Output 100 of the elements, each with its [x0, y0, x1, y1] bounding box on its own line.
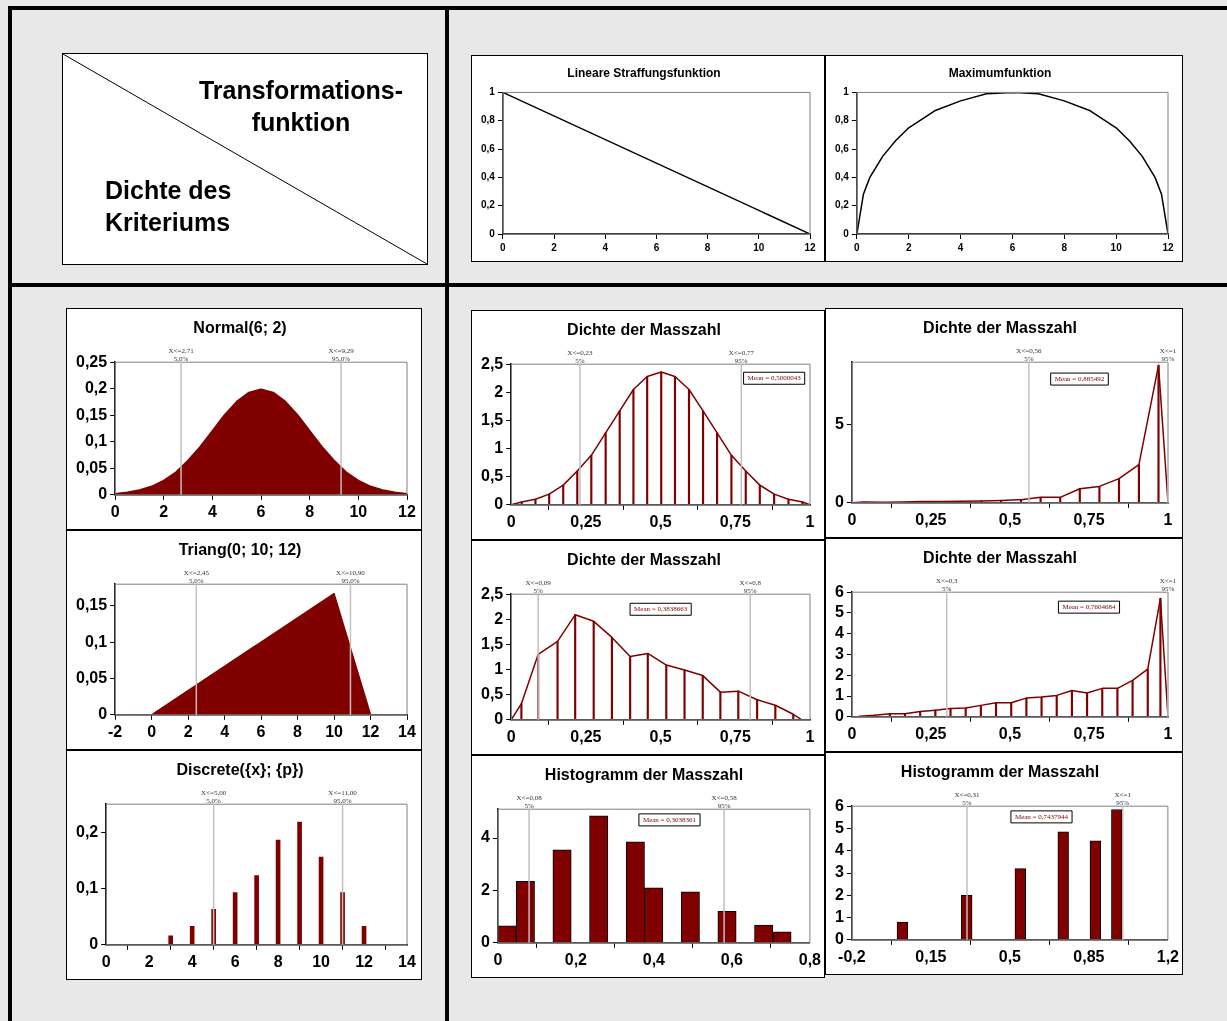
y-tick-label: 2	[834, 665, 844, 683]
x-tick-label: 10	[312, 952, 331, 970]
x-tick-label: 1	[805, 512, 815, 530]
y-tick-label: 0,1	[75, 878, 99, 896]
x-tick-label: 2	[551, 241, 558, 253]
chart-title: Discrete({x}; {p})	[176, 761, 304, 779]
y-tick-label: 4	[834, 624, 844, 642]
x-tick-label: 0,5	[649, 512, 672, 530]
chart-title: Maximumfunktion	[948, 65, 1052, 80]
y-tick-label: 1	[843, 86, 850, 98]
x-tick-label: 2	[159, 502, 169, 520]
y-tick-label: 0,1	[84, 432, 108, 450]
x-tick-label: 12	[361, 722, 380, 740]
chart-title: Lineare Straffungsfunktion	[567, 65, 721, 80]
chart-title: Dichte der Masszahl	[923, 549, 1077, 567]
x-tick-label: 10	[349, 502, 368, 520]
y-tick-label: 6	[834, 582, 844, 600]
y-tick-label: 0	[489, 227, 496, 239]
y-tick-label: 2	[494, 609, 504, 627]
x-tick-label: 8	[305, 502, 315, 520]
y-tick-label: 0,2	[481, 199, 496, 211]
x-tick-label: 8	[1061, 241, 1068, 253]
y-tick-label: 5	[834, 415, 844, 433]
x-tick-label: 12	[1162, 241, 1174, 253]
x-tick-label: 0,75	[719, 727, 751, 745]
y-tick-label: 2,5	[480, 584, 504, 602]
y-tick-label: 4	[834, 841, 844, 859]
x-tick-label: 6	[230, 952, 240, 970]
x-tick-label: 0,15	[915, 947, 947, 965]
y-tick-label: 0,2	[84, 379, 108, 397]
chart-title: Normal(6; 2)	[193, 319, 287, 337]
x-tick-label: 10	[1110, 241, 1123, 253]
x-tick-label: 0	[854, 241, 861, 253]
y-tick-label: 0	[89, 935, 99, 953]
x-tick-label: 8	[273, 952, 283, 970]
x-tick-label: 0	[110, 502, 120, 520]
y-tick-label: 3	[834, 644, 844, 662]
x-tick-label: 0,25	[570, 512, 602, 530]
x-tick-label: 0	[506, 512, 516, 530]
x-tick-label: 6	[1009, 241, 1016, 253]
x-tick-label: 0,75	[719, 512, 751, 530]
y-tick-label: 0,05	[76, 458, 108, 476]
x-tick-label: -2	[108, 722, 123, 740]
x-tick-label: 10	[325, 722, 344, 740]
x-tick-label: 2	[144, 952, 154, 970]
y-tick-label: 0,4	[835, 171, 850, 183]
y-tick-label: 0,8	[835, 114, 850, 126]
x-tick-label: 0,75	[1073, 724, 1105, 742]
x-tick-label: 0	[506, 727, 516, 745]
y-tick-label: 0	[480, 933, 490, 951]
x-tick-label: 1,2	[1156, 947, 1180, 965]
x-tick-label: 0,25	[915, 724, 947, 742]
y-tick-label: 2	[480, 880, 490, 898]
y-tick-label: 2,5	[480, 354, 504, 372]
y-tick-label: 6	[834, 796, 844, 814]
y-tick-label: 1	[494, 438, 504, 456]
y-tick-label: 1	[834, 686, 844, 704]
y-tick-label: 1	[494, 659, 504, 677]
x-tick-label: 6	[256, 502, 266, 520]
chart-title: Histogramm der Masszahl	[544, 766, 744, 784]
x-tick-label: 0,25	[570, 727, 602, 745]
y-tick-label: 0,15	[76, 596, 108, 614]
y-tick-label: 0	[834, 930, 844, 948]
y-tick-label: 1,5	[480, 634, 504, 652]
y-tick-label: 2	[834, 885, 844, 903]
y-tick-label: 4	[480, 828, 490, 846]
text: Dichte des Kriteriums	[105, 175, 233, 238]
x-tick-label: 12	[398, 502, 416, 520]
x-tick-label: 6	[256, 722, 266, 740]
y-tick-label: 3	[834, 863, 844, 881]
y-tick-label: 0	[494, 710, 504, 728]
y-tick-label: 0,05	[76, 668, 108, 686]
y-tick-label: 0,25	[76, 352, 108, 370]
x-tick-label: 4	[602, 241, 609, 253]
x-tick-label: 0,75	[1073, 510, 1105, 528]
x-tick-label: 0,5	[649, 727, 672, 745]
y-tick-label: 0,6	[481, 142, 496, 154]
x-tick-label: 0	[147, 722, 157, 740]
y-tick-label: 0,2	[75, 822, 99, 840]
x-tick-label: -0,2	[838, 947, 866, 965]
y-tick-label: 0,5	[480, 467, 504, 485]
x-tick-label: 12	[355, 952, 374, 970]
y-tick-label: 0,5	[480, 685, 504, 703]
x-tick-label: 0,85	[1073, 947, 1105, 965]
y-tick-label: 0,6	[835, 142, 850, 154]
x-tick-label: 0,25	[915, 510, 947, 528]
text: Transformations-funktion	[197, 75, 405, 138]
y-tick-label: 0,15	[76, 405, 108, 423]
x-tick-label: 0,5	[998, 510, 1022, 528]
x-tick-label: 14	[398, 952, 416, 970]
x-tick-label: 8	[704, 241, 711, 253]
y-tick-label: 1	[834, 907, 844, 925]
y-tick-label: 2	[494, 382, 504, 400]
y-tick-label: 0	[843, 227, 850, 239]
x-tick-label: 1	[1163, 510, 1173, 528]
chart-title: Triang(0; 10; 12)	[178, 541, 302, 559]
x-tick-label: 1	[1163, 724, 1173, 742]
x-tick-label: 4	[207, 502, 217, 520]
chart-title: Dichte der Masszahl	[567, 321, 721, 339]
x-tick-label: 8	[293, 722, 303, 740]
